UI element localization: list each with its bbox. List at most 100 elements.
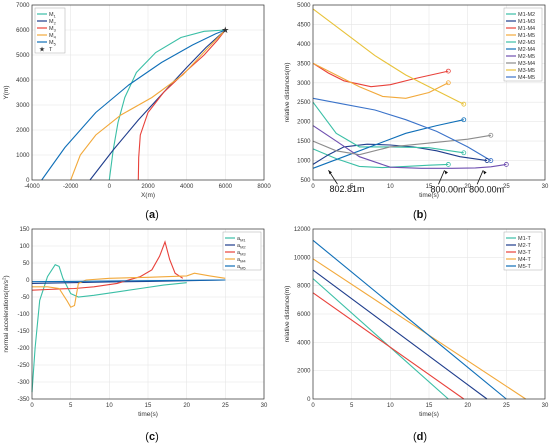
y-tick-label: -250 (17, 363, 30, 369)
y-axis-label: relative distance(m) (284, 286, 291, 343)
plot-frame (31, 228, 265, 400)
legend-box (503, 7, 543, 82)
y-tick-label: 500 (300, 178, 311, 184)
y-tick-label: 5000 (16, 53, 30, 59)
plot-frame (312, 4, 546, 181)
x-tick-label: 0 (311, 403, 315, 409)
y-tick-label: 1500 (297, 139, 311, 145)
x-tick-label: 25 (503, 403, 510, 409)
y-tick-label: 0 (26, 278, 30, 284)
legend-entry: M2-M4 (518, 47, 535, 53)
y-tick-label: 2500 (297, 100, 311, 106)
annotation-arrowhead (444, 170, 448, 175)
x-tick-label: 25 (222, 403, 229, 409)
x-axis-label: time(s) (138, 411, 158, 418)
y-tick-label: 2000 (297, 120, 311, 126)
panel-c: 0 5 10 15 20 25 30 -350 -300 -250 -200 -150 -100 -50 0… (2, 227, 268, 418)
x-tick-label: 5 (350, 184, 354, 190)
x-tick-label: 5 (69, 403, 73, 409)
y-tick-label: -150 (17, 329, 30, 335)
legend-entry: aM2 (237, 243, 246, 250)
x-tick-label: 15 (426, 403, 433, 409)
series-line-m1-m5 (312, 62, 449, 99)
series-line-m4-m5 (312, 97, 492, 162)
y-tick-label: 0 (26, 178, 30, 184)
y-tick-label: 50 (23, 261, 30, 267)
y-tick-label: 7000 (16, 3, 30, 9)
legend-box (34, 7, 66, 54)
annotation-arrow (476, 170, 484, 185)
x-tick-label: 8000 (257, 184, 271, 190)
series-end-marker (445, 68, 451, 74)
series-line-am1 (31, 264, 187, 393)
series-line-m4-t (312, 258, 527, 400)
panel-a: -4000 -2000 0 2000 4000 6000 8000 0 1000 2000 3000… (3, 3, 271, 199)
legend-entry: M1-M5 (518, 33, 535, 39)
x-tick-label: 30 (542, 184, 549, 190)
legend-entry: M2-T (518, 243, 531, 249)
legend-entry: M1-M4 (518, 26, 535, 32)
panel-label-a: (a) (145, 209, 158, 221)
legend: M1-M2M1-M3M1-M4M1-M5M2-M3M2-M4M2-M5M3-M4… (503, 7, 543, 82)
x-tick-label: 25 (503, 184, 510, 190)
y-tick-label: 1000 (297, 159, 311, 165)
target-star-icon: ★ (221, 25, 229, 35)
x-tick-label: 30 (261, 403, 268, 409)
x-tick-label: 10 (106, 403, 113, 409)
panel-b: 0 5 10 15 20 25 30 500 1000 1500 2000 2500 3000 3500 4… (284, 3, 549, 199)
series-line-m2-m4 (312, 119, 464, 169)
panel-d: 0 5 10 15 20 25 30 0 2000 4000 6000 8000 10000 12000 t… (284, 227, 549, 418)
legend-entry: M5 (49, 40, 57, 47)
series-end-marker (461, 117, 467, 123)
legend-entry: M1-M2 (518, 12, 535, 18)
y-tick-label: 2000 (16, 128, 30, 134)
x-tick-label: 15 (145, 403, 152, 409)
y-tick-label: 4000 (297, 42, 311, 48)
series-line-m1-m4 (312, 62, 449, 88)
series-end-marker (461, 101, 467, 107)
legend: M1-TM2-TM3-TM4-TM5-T (503, 231, 543, 271)
series-line-m3-m4 (312, 134, 491, 156)
legend-entry: M4-T (518, 257, 531, 263)
legend-star-icon: ★ (39, 46, 45, 54)
x-tick-label: 4000 (180, 184, 194, 190)
y-tick-label: 4000 (16, 78, 30, 84)
y-tick-label: 8000 (297, 284, 311, 290)
series-line-m3-t (312, 292, 465, 400)
x-tick-label: 10 (387, 403, 394, 409)
annotation-arrowhead (328, 170, 332, 175)
y-tick-label: 12000 (294, 227, 311, 233)
series-line-m1-m3 (312, 143, 488, 165)
x-tick-label: 0 (311, 184, 315, 190)
panel-label-d: (d) (413, 431, 427, 443)
legend-entry: M4 (49, 33, 57, 40)
series-line-m2-t (312, 269, 488, 400)
panel-label-c: (c) (145, 431, 158, 443)
annotation-arrowhead (483, 170, 487, 175)
legend-entry: aM3 (237, 250, 246, 257)
series-end-marker (503, 162, 509, 167)
y-tick-label: 100 (19, 244, 30, 250)
legend-entry: M3 (49, 26, 57, 33)
x-tick-label: 10 (387, 184, 394, 190)
y-tick-label: -50 (21, 295, 30, 301)
legend-entry: M4-M5 (518, 75, 535, 81)
x-tick-label: 20 (464, 184, 471, 190)
y-axis-label: normal accelerations(m/s2) (2, 275, 11, 352)
x-tick-label: 0 (108, 184, 112, 190)
y-tick-label: 6000 (297, 312, 311, 318)
x-tick-label: 0 (30, 403, 34, 409)
x-tick-label: 20 (464, 403, 471, 409)
y-tick-label: 3000 (16, 103, 30, 109)
series-end-marker (445, 80, 451, 86)
series-line-m4 (70, 29, 226, 181)
y-axis-label: relative distances(m) (284, 63, 291, 123)
series-line-am3 (31, 240, 184, 291)
y-tick-label: 1000 (16, 153, 30, 159)
x-tick-label: 2000 (141, 184, 155, 190)
annotation-label: 802.81m (329, 184, 364, 194)
panel-label-b: (b) (413, 209, 427, 221)
series-line-m5 (41, 29, 226, 181)
